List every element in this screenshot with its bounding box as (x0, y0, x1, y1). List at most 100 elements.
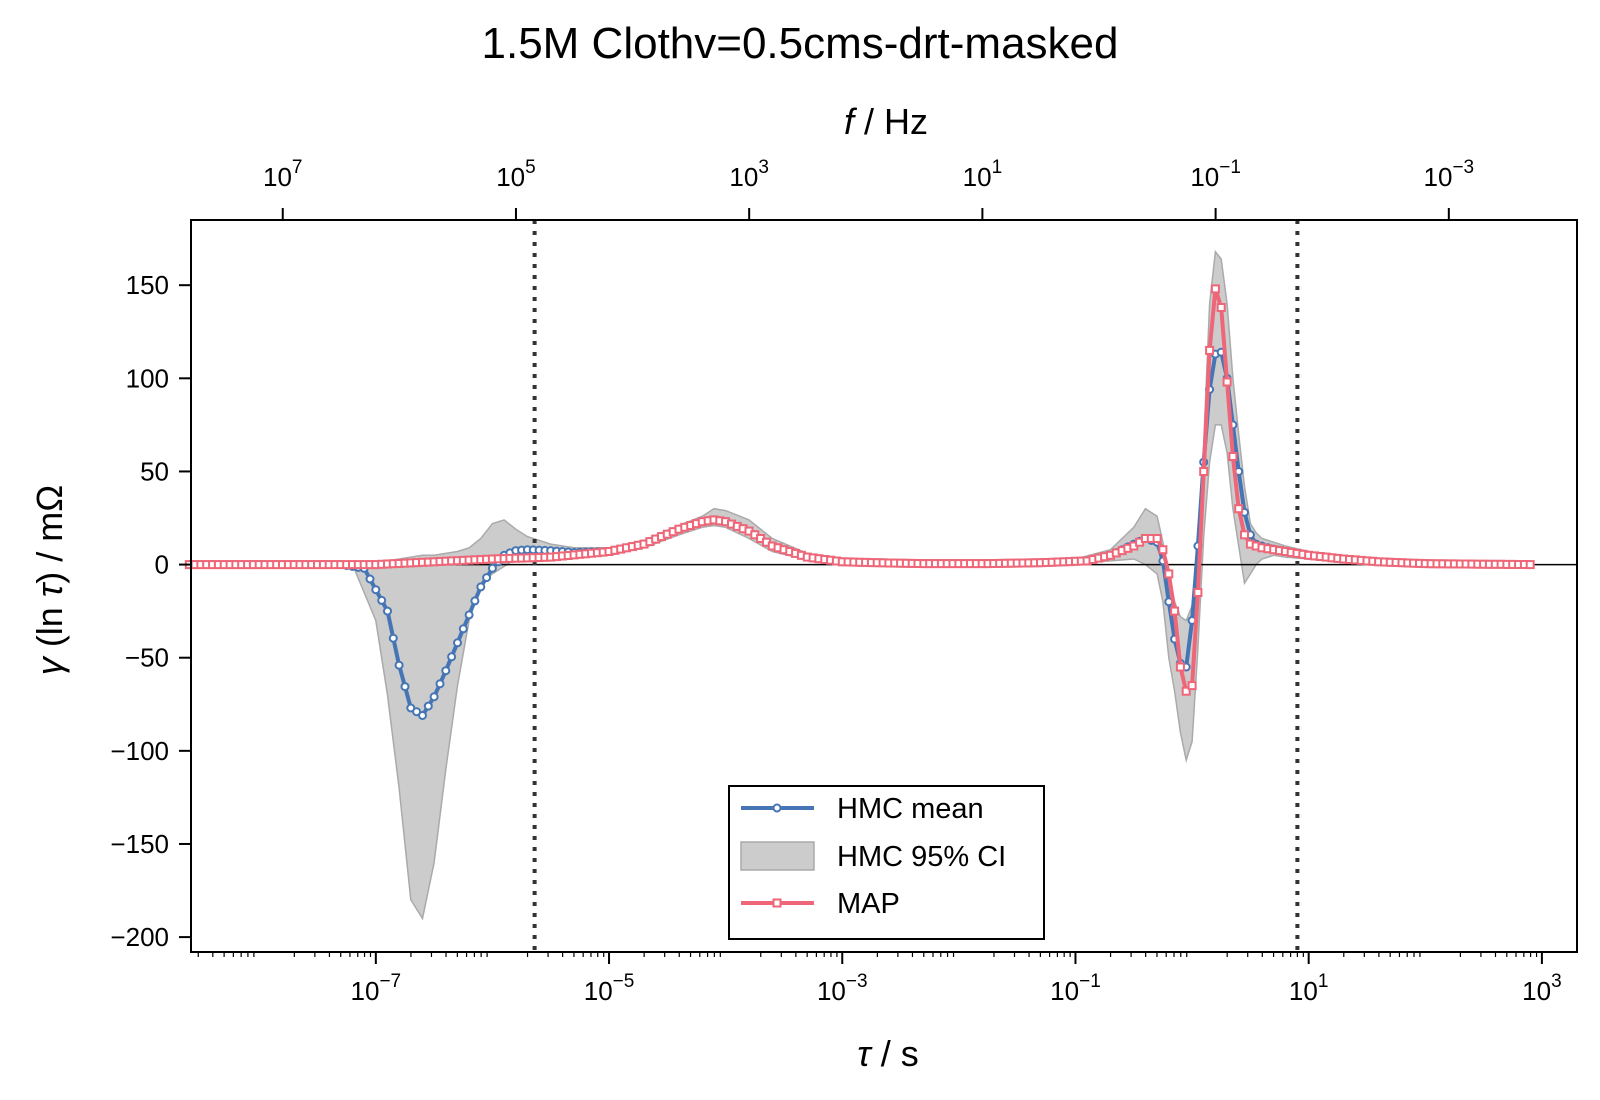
plot-frame (190, 219, 1578, 953)
hmc-mean-point (435, 679, 445, 689)
map-point (1164, 569, 1174, 579)
top-tick-label: 101 (963, 157, 1003, 192)
x-tick-label-base: 10 (1050, 976, 1079, 1006)
top-tick-label: 10−3 (1424, 157, 1475, 192)
x-tick-label: 10−5 (584, 971, 635, 1006)
hmc-mean-point (441, 666, 451, 676)
chart-title: 1.5M Clothv=0.5cms-drt-masked (482, 19, 1119, 68)
map-point (1175, 662, 1185, 672)
x-tick-label-exp: −5 (613, 971, 635, 992)
x-tick-label-exp: −1 (1079, 971, 1101, 992)
y-tick-label: 100 (126, 363, 169, 393)
hmc-mean-point (365, 574, 375, 584)
y-axis-label: γ (ln τ) / mΩ (29, 485, 70, 675)
legend-hmc-label: HMC mean (837, 793, 984, 825)
x-tick-label-base: 10 (1522, 976, 1551, 1006)
map-point (1210, 284, 1220, 294)
y-tick-label: −100 (110, 736, 169, 766)
top-axis-unit: / Hz (854, 101, 928, 142)
map-point (1228, 452, 1238, 461)
y-tick-label: 0 (155, 550, 169, 580)
hmc-mean-point (476, 582, 486, 592)
legend-entry-ci: HMC 95% CI (740, 841, 1006, 873)
map-point (1152, 534, 1162, 543)
top-tick-label: 103 (729, 157, 769, 192)
legend-entry-map: MAP (741, 888, 900, 920)
y-tick-label: −150 (110, 829, 169, 859)
x-axis-unit: / s (871, 1033, 919, 1074)
y-axis-tau: τ (29, 581, 70, 597)
legend-map-marker (772, 898, 782, 908)
top-tick-label-exp: 1 (992, 157, 1003, 178)
legend-ci-label: HMC 95% CI (837, 841, 1006, 873)
map-point (1525, 560, 1535, 570)
hmc-mean-point (423, 701, 433, 711)
hmc-mean-point (400, 682, 410, 692)
top-tick-label-exp: −3 (1452, 157, 1474, 178)
legend-entry-hmc-mean: HMC mean (741, 793, 984, 825)
x-tick-label-exp: 1 (1318, 971, 1329, 992)
top-tick-label-exp: 7 (292, 157, 303, 178)
top-tick-label-exp: 3 (758, 157, 769, 178)
hmc-mean-point (429, 692, 439, 702)
x-tick-label: 10−3 (817, 971, 868, 1006)
x-axis-symbol: τ (857, 1033, 873, 1074)
map-point (1240, 530, 1249, 540)
hmc-mean-point (464, 610, 474, 620)
hmc-mean-point (383, 606, 392, 616)
map-point (1222, 377, 1232, 387)
y-tick-label: 150 (126, 270, 169, 300)
x-tick-label-exp: −3 (846, 971, 868, 992)
x-tick-label-base: 10 (351, 976, 380, 1006)
map-markers (184, 284, 1535, 696)
map-point (1158, 545, 1168, 555)
hmc-mean-point (453, 638, 462, 648)
x-tick-label-base: 10 (817, 976, 846, 1006)
hmc-mean-point (388, 633, 398, 643)
y-tick-label: 50 (140, 456, 169, 486)
map-point (1205, 345, 1215, 355)
hmc-mean-point (371, 585, 381, 595)
legend-map-label: MAP (837, 888, 900, 920)
top-tick-label: 105 (496, 157, 536, 192)
top-tick-label: 10−1 (1190, 157, 1241, 192)
hmc-mean-point (487, 563, 497, 573)
map-point (1170, 606, 1180, 616)
x-tick-label-base: 10 (1289, 976, 1318, 1006)
top-tick-label-base: 10 (496, 162, 525, 192)
top-tick-label: 107 (263, 157, 303, 192)
hmc-mean-point (377, 595, 387, 605)
top-tick-label-base: 10 (963, 162, 992, 192)
hmc-mean-point (418, 711, 427, 720)
y-tick-label: −50 (125, 643, 169, 673)
hmc-mean-point (394, 660, 404, 670)
x-tick-label: 101 (1289, 971, 1329, 1006)
x-tick-label: 103 (1522, 971, 1562, 1006)
y-axis-paren-close: ) / mΩ (29, 485, 70, 584)
x-axis-label: τ / s (857, 1033, 918, 1074)
top-axis-label: f / Hz (844, 101, 928, 142)
x-tick-label-base: 10 (584, 976, 613, 1006)
legend-ci-swatch (740, 841, 815, 871)
hmc-mean-point (458, 624, 468, 634)
y-axis-paren-open: (ln (29, 597, 70, 657)
x-tick-label: 10−1 (1050, 971, 1101, 1006)
hmc-mean-point (482, 573, 492, 583)
map-point (1234, 504, 1244, 514)
x-tick-label-exp: −7 (379, 971, 401, 992)
top-tick-label-exp: −1 (1219, 157, 1241, 178)
legend-hmc-marker (772, 803, 782, 813)
top-tick-label-base: 10 (1424, 162, 1453, 192)
y-axis-gamma: γ (29, 655, 70, 675)
x-tick-label-exp: 3 (1551, 971, 1562, 992)
map-point (1181, 686, 1191, 696)
hmc-mean-point (447, 652, 457, 662)
map-point (1187, 681, 1197, 691)
map-point (1199, 467, 1209, 476)
top-tick-label-base: 10 (729, 162, 758, 192)
y-tick-label: −200 (110, 922, 169, 952)
hmc-mean-point (470, 596, 480, 606)
top-tick-label-base: 10 (263, 162, 292, 192)
map-point (1193, 588, 1203, 597)
